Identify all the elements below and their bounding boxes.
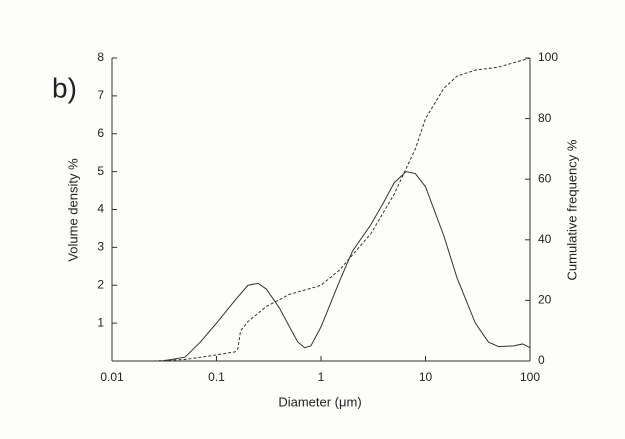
x-tick-label: 0.1 [208,370,225,384]
data-line [161,171,531,362]
y2-tick-label: 100 [538,50,558,64]
annotation: b) [52,72,77,103]
y-tick-label: 4 [97,202,104,216]
x-axis-label: Diameter (μm) [278,394,361,409]
x-tick-label: 10 [419,370,433,384]
y-tick-label: 5 [97,164,104,178]
y-tick-label: 6 [97,126,104,140]
y-axis-label: Volume density % [65,158,80,262]
y-tick-label: 8 [97,50,104,64]
y2-tick-label: 60 [538,171,552,185]
y2-tick-label: 0 [538,353,545,367]
y-tick-label: 7 [97,88,104,102]
y-tick-label: 2 [97,277,104,291]
y2-tick-label: 20 [538,293,552,307]
y2-axis-label: Cumulative frequency % [564,139,579,280]
y2-tick-label: 80 [538,111,552,125]
x-tick-label: 1 [318,370,325,384]
data-line [153,57,531,362]
x-tick-label: 100 [520,370,540,384]
y-tick-label: 1 [97,315,104,329]
y2-tick-label: 40 [538,232,552,246]
y-tick-label: 3 [97,240,104,254]
x-tick-label: 0.01 [100,370,124,384]
